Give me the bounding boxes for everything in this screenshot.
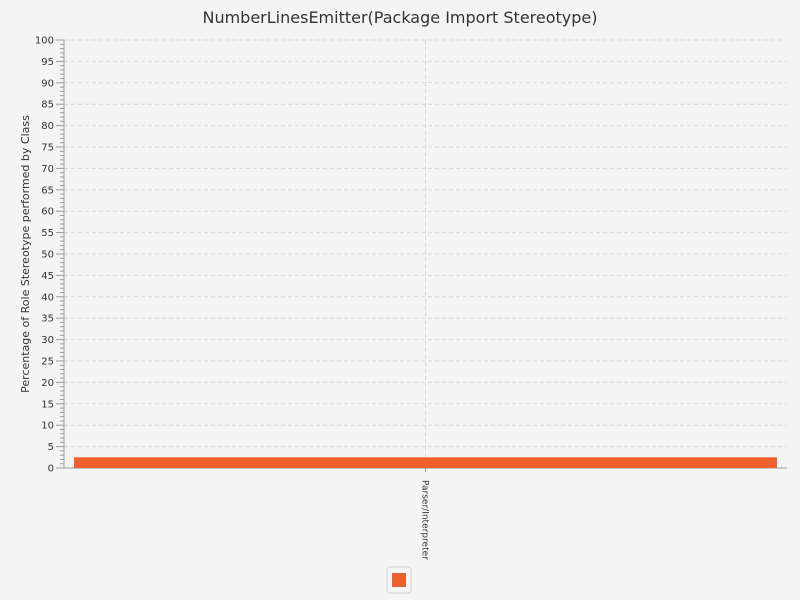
- y-tick-label: 95: [41, 57, 54, 68]
- bar[interactable]: [74, 457, 777, 468]
- y-axis-label: Percentage of Role Stereotype performed …: [19, 115, 32, 393]
- y-tick-label: 60: [41, 207, 54, 218]
- legend-swatch[interactable]: [392, 573, 406, 587]
- y-tick-label: 75: [41, 143, 54, 154]
- y-tick-label: 85: [41, 100, 54, 111]
- chart-title: NumberLinesEmitter(Package Import Stereo…: [202, 8, 597, 27]
- y-tick-label: 45: [41, 271, 54, 282]
- y-tick-label: 50: [41, 250, 54, 261]
- y-tick-label: 80: [41, 121, 54, 132]
- y-tick-label: 65: [41, 185, 54, 196]
- y-tick-label: 20: [41, 378, 54, 389]
- y-tick-label: 35: [41, 314, 54, 325]
- axes: 0 5 10 15 20 25 30 35 40 45 50 55 60 65 70 75 80 85 90 95 10…: [35, 36, 787, 560]
- y-tick-label: 15: [41, 399, 54, 410]
- y-tick-label: 0: [48, 464, 54, 475]
- y-tick-label: 70: [41, 164, 54, 175]
- y-tick-label: 25: [41, 357, 54, 368]
- y-tick-label: 100: [35, 36, 54, 47]
- y-tick-label: 90: [41, 78, 54, 89]
- grid: [64, 39, 787, 468]
- y-tick-label: 5: [48, 442, 54, 453]
- y-tick-label: 30: [41, 335, 54, 346]
- x-tick-label: Parser/Interpreter: [420, 480, 430, 560]
- y-tick-label: 10: [41, 421, 54, 432]
- y-tick-label: 55: [41, 228, 54, 239]
- legend[interactable]: [386, 566, 412, 594]
- bars: [74, 457, 777, 468]
- y-tick-label: 40: [41, 292, 54, 303]
